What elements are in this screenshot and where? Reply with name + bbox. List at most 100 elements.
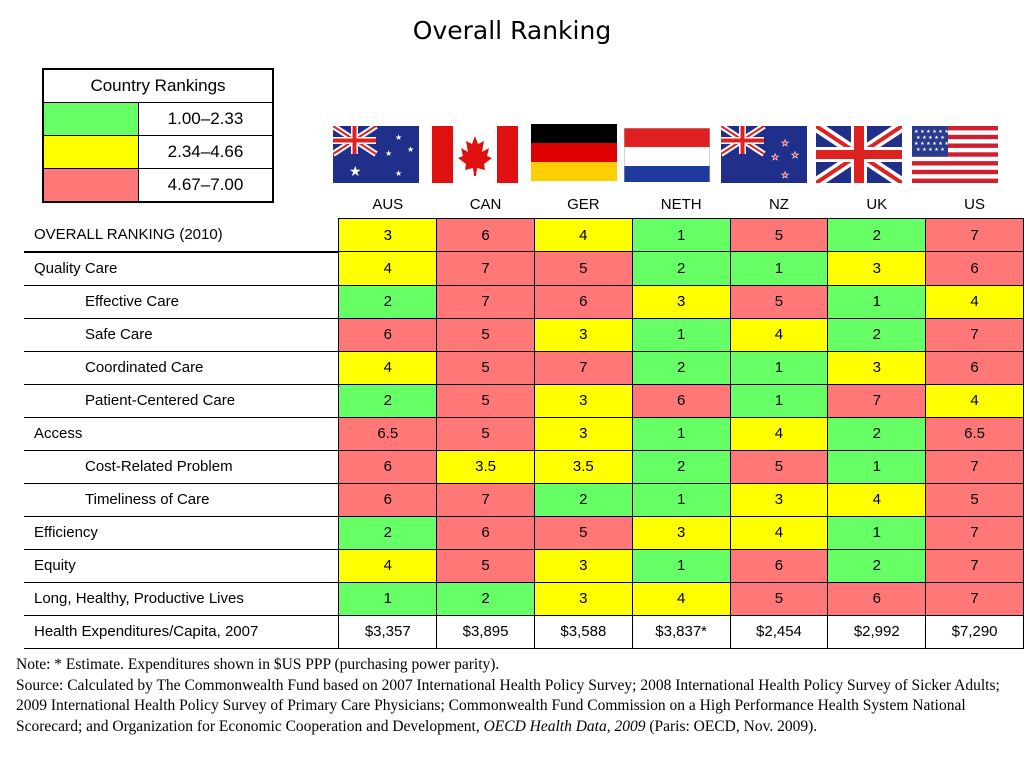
rank-cell: 1: [827, 449, 927, 484]
header-blank: [24, 190, 339, 219]
row-label: Timeliness of Care: [24, 483, 339, 517]
rank-cell: $3,357: [338, 614, 438, 649]
svg-text:★: ★: [407, 145, 414, 154]
row-label: Cost-Related Problem: [24, 450, 339, 484]
netherlands-flag: [624, 128, 710, 182]
rank-cell: 5: [925, 482, 1024, 517]
rank-cell: 6: [436, 515, 535, 550]
rank-cell: 7: [925, 581, 1024, 616]
table-row: Access 6.5 5 3 1 4 2 6.5: [24, 416, 1024, 451]
table-row: Long, Healthy, Productive Lives 1 2 3 4 5 6 7: [24, 581, 1024, 616]
rank-cell: 6.5: [925, 416, 1024, 451]
rank-cell: 2: [827, 548, 927, 583]
rank-cell: 7: [925, 548, 1024, 583]
rank-cell: 4: [338, 548, 438, 583]
rank-cell: $3,588: [533, 614, 633, 649]
page-title: Overall Ranking: [412, 16, 612, 45]
rank-cell: 7: [533, 350, 633, 385]
rank-cell: 4: [631, 581, 731, 616]
source-title: OECD Health Data, 2009: [483, 717, 646, 735]
table-row: Efficiency 2 6 5 3 4 1 7: [24, 515, 1024, 550]
australia-flag: ★ ★ ★ ★ ★: [333, 126, 419, 183]
rank-cell: 4: [925, 284, 1024, 319]
rank-cell: 1: [631, 218, 731, 252]
rank-cell: 1: [729, 383, 829, 418]
rank-cell: 7: [925, 317, 1024, 352]
rank-cell: 1: [729, 350, 829, 385]
country-header: NETH: [660, 195, 702, 213]
rank-cell: 2: [338, 383, 438, 418]
row-label: Safe Care: [24, 318, 339, 352]
rank-cell: 2: [533, 482, 633, 517]
us-flag: ★ ★ ★ ★ ★ ★ ★ ★ ★ ★ ★ ★ ★ ★ ★ ★ ★ ★ ★ ★ …: [912, 126, 998, 183]
svg-text:★ ★ ★ ★ ★: ★ ★ ★ ★ ★: [916, 147, 945, 153]
rank-cell: 2: [631, 251, 731, 286]
svg-text:★: ★: [781, 139, 789, 149]
rank-cell: 1: [631, 416, 731, 451]
rank-cell: 5: [533, 515, 633, 550]
rank-cell: $7,290: [925, 614, 1024, 649]
legend-range: 4.67–7.00: [138, 168, 274, 203]
rank-cell: 7: [925, 218, 1024, 252]
rank-cell: $2,992: [827, 614, 927, 649]
svg-text:★ ★ ★ ★ ★: ★ ★ ★ ★ ★: [916, 135, 945, 141]
legend-heading: Country Rankings: [42, 68, 274, 103]
rank-cell: 5: [729, 284, 829, 319]
rank-cell: 6.5: [338, 416, 438, 451]
rank-cell: 2: [827, 317, 927, 352]
rank-cell: 6: [533, 284, 633, 319]
legend-swatch-yellow: [42, 135, 139, 169]
rank-cell: 2: [338, 515, 438, 550]
rank-cell: 2: [827, 416, 927, 451]
rank-cell: 3: [631, 284, 731, 319]
country-header: UK: [866, 195, 888, 213]
row-label: Long, Healthy, Productive Lives: [24, 582, 339, 616]
table-row: Effective Care 2 7 6 3 5 1 4: [24, 284, 1024, 319]
germany-flag: [531, 124, 617, 182]
rank-cell: 7: [436, 284, 535, 319]
rank-cell: 3: [827, 350, 927, 385]
rank-cell: 7: [436, 482, 535, 517]
row-label: Effective Care: [24, 285, 339, 319]
rank-cell: 3: [533, 548, 633, 583]
rank-cell: 3: [729, 482, 829, 517]
rank-cell: 2: [338, 284, 438, 319]
new-zealand-flag: ★ ★ ★ ★: [721, 126, 807, 183]
rank-cell: 3: [631, 515, 731, 550]
rank-cell: 6: [436, 218, 535, 252]
canada-flag: [432, 126, 518, 183]
row-label: Quality Care: [24, 251, 339, 286]
rank-cell: 5: [436, 416, 535, 451]
svg-text:★: ★: [385, 149, 392, 158]
row-label: OVERALL RANKING (2010): [24, 218, 339, 253]
country-header: AUS: [372, 195, 404, 213]
rank-cell: 1: [631, 317, 731, 352]
rank-cell: 1: [631, 482, 731, 517]
legend-table: Country Rankings 1.00–2.33 2.34–4.66 4.6…: [42, 68, 274, 203]
rank-cell: 1: [338, 581, 438, 616]
rank-cell: 6: [925, 251, 1024, 286]
svg-text:★ ★ ★ ★ ★ ★: ★ ★ ★ ★ ★ ★: [914, 129, 949, 135]
table-row: Timeliness of Care 6 7 2 1 3 4 5: [24, 482, 1024, 517]
rank-cell: 1: [827, 284, 927, 319]
svg-text:★ ★ ★ ★ ★ ★: ★ ★ ★ ★ ★ ★: [914, 141, 949, 147]
rank-cell: 2: [631, 449, 731, 484]
rank-cell: 3: [533, 581, 633, 616]
country-header: US: [964, 195, 985, 213]
rank-cell: 1: [827, 515, 927, 550]
legend-range: 2.34–4.66: [138, 135, 274, 169]
rank-cell: 6: [631, 383, 731, 418]
table-row: Coordinated Care 4 5 7 2 1 3 6: [24, 350, 1024, 385]
rank-cell: 2: [827, 218, 927, 252]
table-row: Quality Care 4 7 5 2 1 3 6: [24, 251, 1024, 286]
rank-cell: 3: [338, 218, 438, 252]
rank-cell: 4: [925, 383, 1024, 418]
uk-flag: [816, 126, 902, 183]
note-line: Note: * Estimate. Expenditures shown in …: [16, 656, 500, 673]
rank-cell: 5: [436, 548, 535, 583]
table-row: Health Expenditures/Capita, 2007 $3,357 $3…: [24, 614, 1024, 649]
legend-range: 1.00–2.33: [138, 102, 274, 136]
svg-text:★: ★: [349, 164, 362, 180]
source-text-end: (Paris: OECD, Nov. 2009).: [645, 717, 818, 735]
svg-text:★: ★: [395, 169, 402, 178]
